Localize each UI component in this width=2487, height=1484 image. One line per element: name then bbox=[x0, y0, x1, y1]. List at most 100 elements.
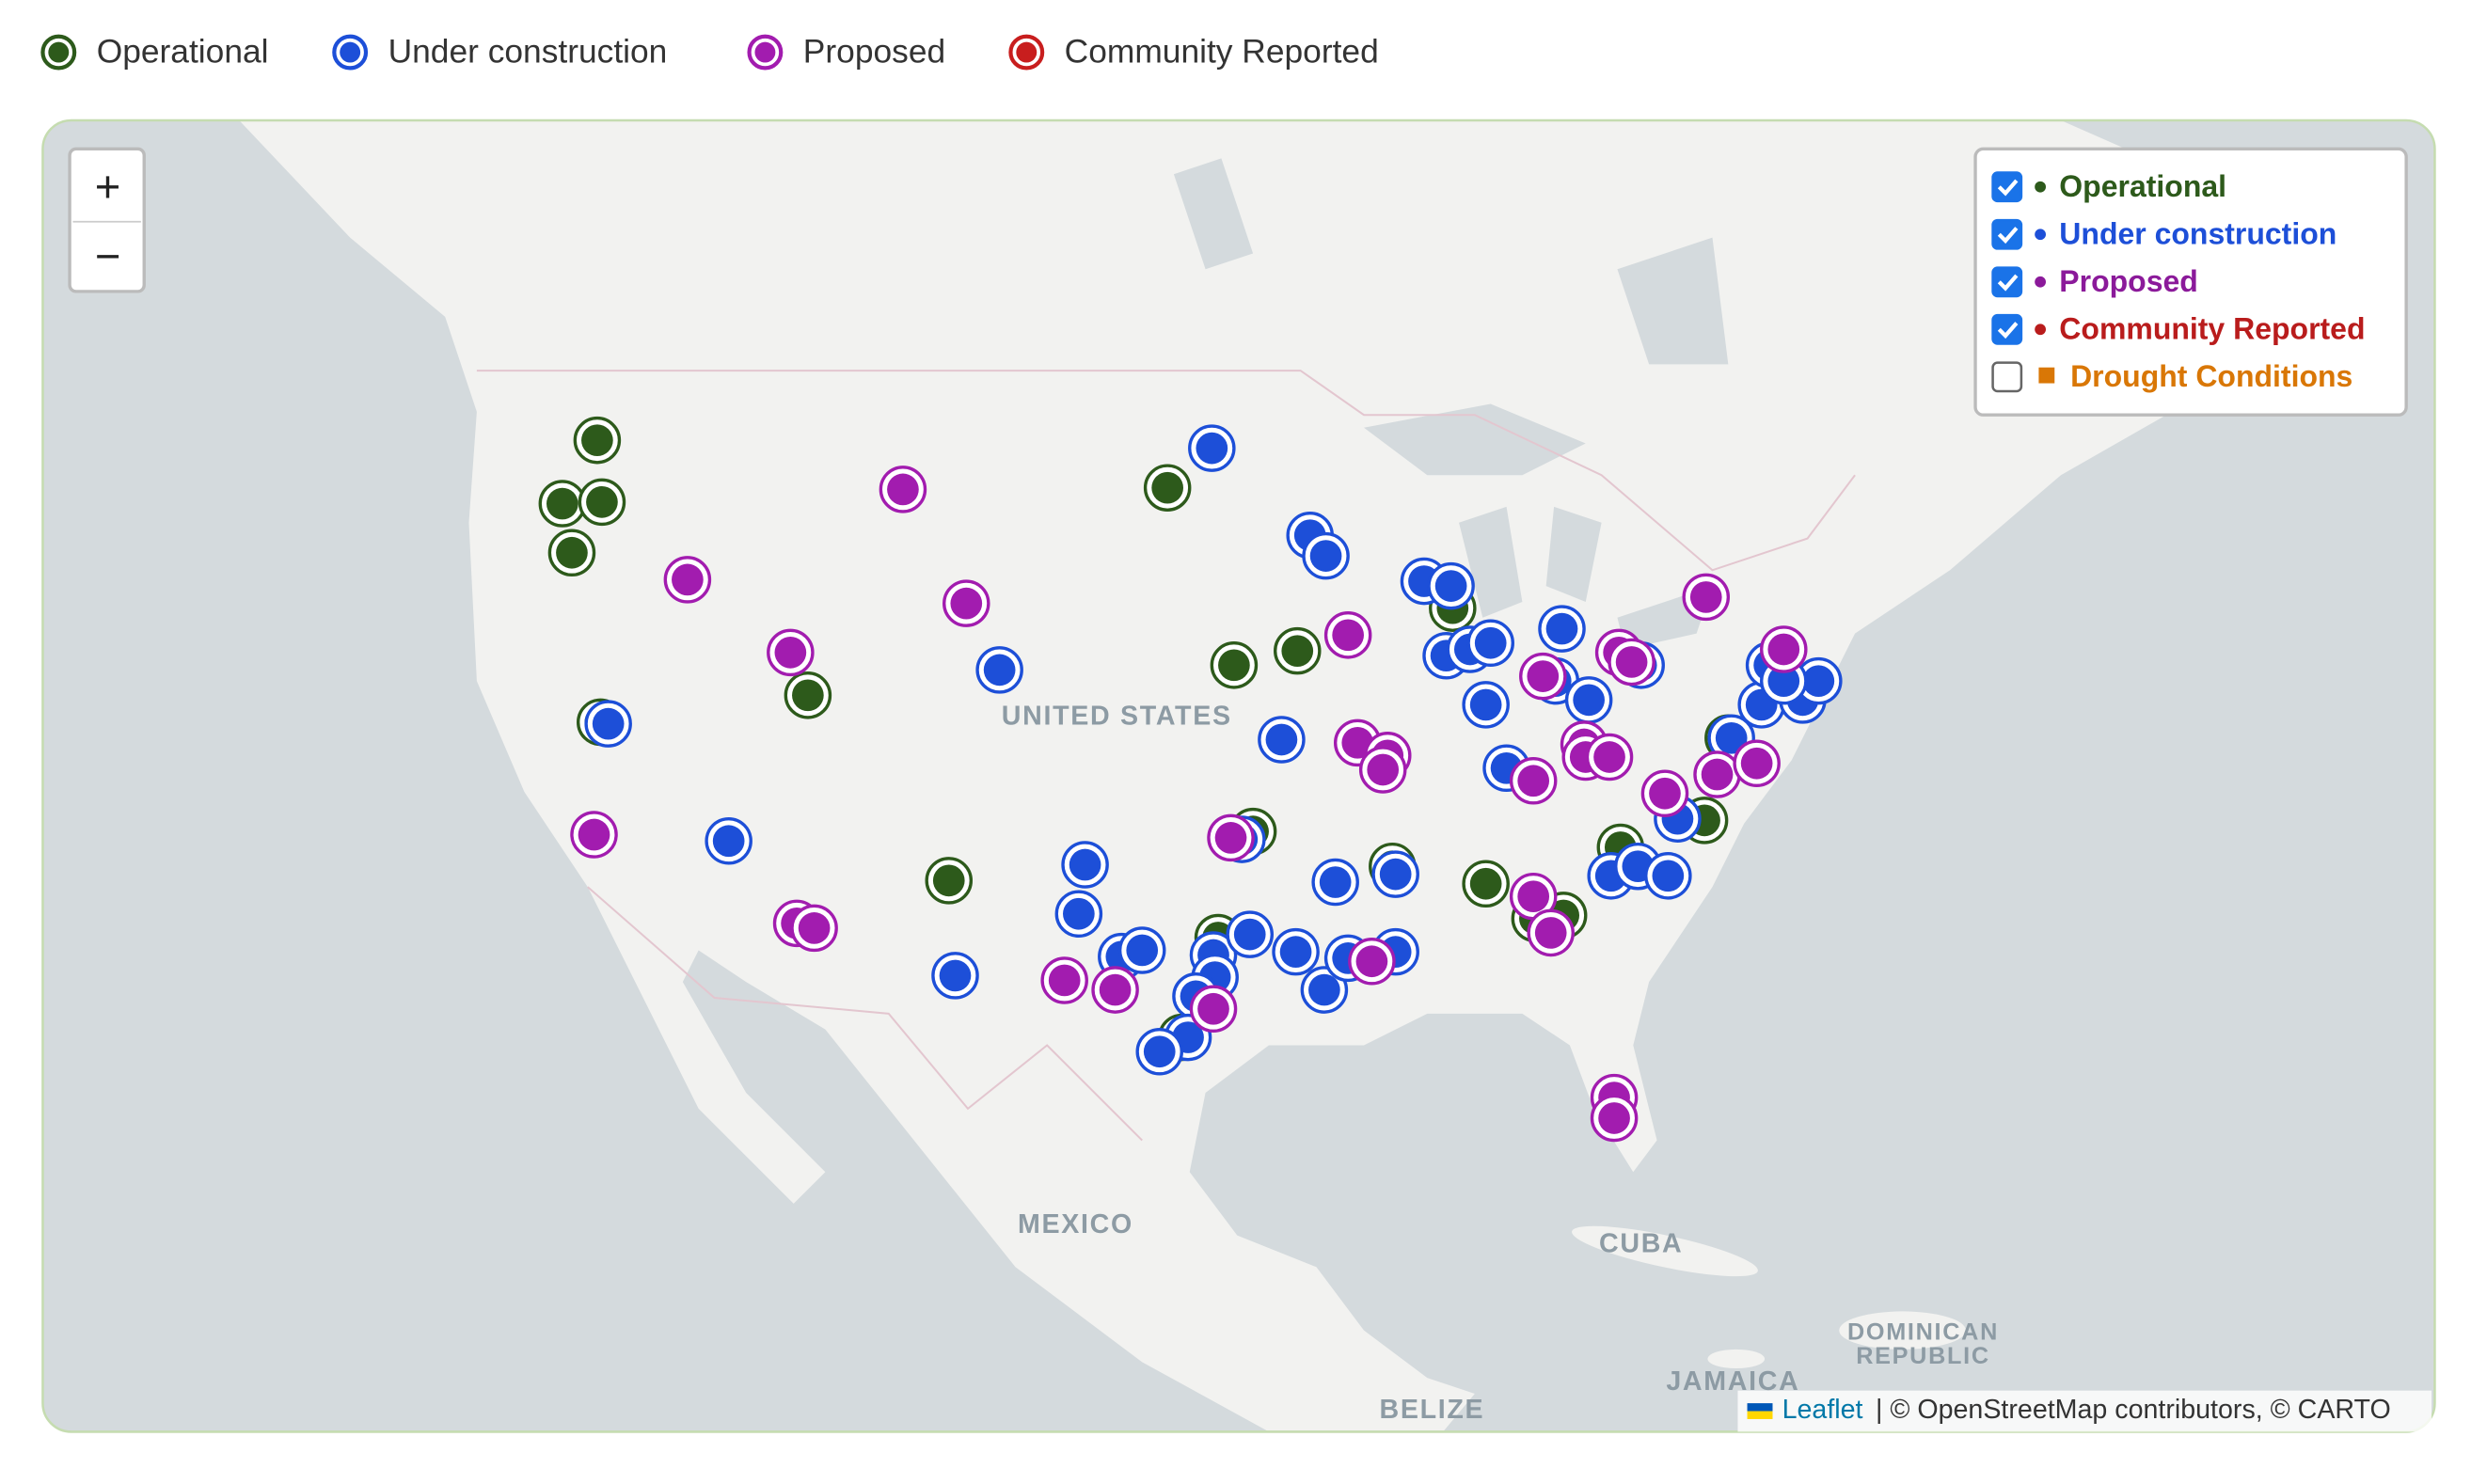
checkmark bbox=[1997, 322, 2019, 339]
layer-checkbox[interactable] bbox=[1991, 361, 2023, 393]
leaflet-link[interactable]: Leaflet bbox=[1782, 1395, 1863, 1425]
marker-dot bbox=[1197, 992, 1229, 1025]
site-marker[interactable] bbox=[1226, 910, 1274, 958]
layer-label[interactable]: Proposed bbox=[2059, 264, 2198, 298]
marker-dot bbox=[1573, 684, 1605, 717]
marker-dot bbox=[1063, 897, 1095, 930]
site-marker[interactable] bbox=[1091, 966, 1139, 1014]
layer-checkbox[interactable] bbox=[1991, 218, 2023, 250]
site-marker[interactable] bbox=[1462, 681, 1510, 729]
site-marker[interactable] bbox=[1040, 956, 1088, 1004]
site-marker[interactable] bbox=[663, 556, 712, 604]
site-marker[interactable] bbox=[1538, 605, 1586, 653]
site-marker[interactable] bbox=[570, 811, 618, 859]
site-marker[interactable] bbox=[1117, 926, 1166, 974]
site-marker[interactable] bbox=[1509, 872, 1558, 921]
marker-dot bbox=[1218, 649, 1250, 682]
legend-marker-dot bbox=[340, 41, 361, 63]
legend-label[interactable]: Proposed bbox=[803, 34, 945, 71]
site-marker[interactable] bbox=[1302, 531, 1350, 580]
site-marker[interactable] bbox=[1519, 652, 1567, 701]
checkmark bbox=[1997, 179, 2019, 197]
site-marker[interactable] bbox=[1189, 985, 1238, 1034]
site-marker[interactable] bbox=[1509, 756, 1558, 805]
layer-checkbox[interactable] bbox=[1991, 171, 2023, 203]
site-marker[interactable] bbox=[1188, 424, 1236, 472]
marker-dot bbox=[1715, 721, 1748, 754]
site-marker[interactable] bbox=[1272, 927, 1320, 976]
site-marker[interactable] bbox=[547, 529, 596, 577]
site-marker[interactable] bbox=[1608, 638, 1655, 687]
site-marker[interactable] bbox=[1210, 641, 1259, 689]
site-marker[interactable] bbox=[1143, 464, 1192, 512]
site-marker[interactable] bbox=[578, 478, 626, 527]
site-marker[interactable] bbox=[573, 416, 622, 465]
marker-dot bbox=[1308, 973, 1340, 1006]
site-marker[interactable] bbox=[1462, 860, 1510, 908]
site-marker[interactable] bbox=[1273, 626, 1322, 675]
site-marker[interactable] bbox=[975, 646, 1023, 694]
site-marker[interactable] bbox=[1323, 611, 1372, 659]
site-marker[interactable] bbox=[1258, 716, 1306, 764]
marker-dot bbox=[672, 563, 704, 596]
marker-dot bbox=[774, 637, 807, 669]
zoom-out[interactable]: − bbox=[95, 231, 121, 281]
layer-checkbox[interactable] bbox=[1991, 313, 2023, 345]
site-marker[interactable] bbox=[1135, 1027, 1184, 1076]
site-marker[interactable] bbox=[1061, 841, 1109, 889]
site-marker[interactable] bbox=[1564, 676, 1613, 724]
site-marker[interactable] bbox=[1207, 813, 1255, 862]
site-marker[interactable] bbox=[1348, 937, 1396, 986]
site-marker[interactable] bbox=[784, 671, 832, 719]
marker-dot bbox=[1281, 635, 1314, 668]
place-label: DOMINICAN bbox=[1847, 1319, 1999, 1346]
site-marker[interactable] bbox=[1371, 850, 1419, 898]
site-marker[interactable] bbox=[767, 628, 815, 677]
marker-dot bbox=[1701, 758, 1734, 791]
site-marker[interactable] bbox=[1585, 733, 1634, 781]
legend-label[interactable]: Under construction bbox=[388, 34, 668, 71]
site-marker[interactable] bbox=[705, 816, 752, 865]
site-marker[interactable] bbox=[790, 904, 838, 953]
layer-checkbox[interactable] bbox=[1991, 266, 2023, 298]
site-marker[interactable] bbox=[1466, 619, 1514, 668]
layer-dot bbox=[2035, 181, 2046, 193]
layer-label[interactable]: Under construction bbox=[2059, 216, 2337, 250]
site-marker[interactable] bbox=[1640, 769, 1689, 817]
site-marker[interactable] bbox=[1682, 573, 1731, 622]
layer-label[interactable]: Community Reported bbox=[2059, 311, 2365, 345]
site-marker[interactable] bbox=[1760, 625, 1808, 673]
site-marker[interactable] bbox=[1527, 908, 1575, 957]
border bbox=[476, 370, 1856, 572]
site-marker[interactable] bbox=[1300, 966, 1349, 1014]
legend-label[interactable]: Community Reported bbox=[1065, 34, 1379, 71]
site-marker[interactable] bbox=[1358, 746, 1407, 794]
site-marker[interactable] bbox=[1795, 656, 1843, 705]
site-marker[interactable] bbox=[1054, 890, 1103, 938]
site-marker[interactable] bbox=[925, 857, 974, 905]
site-marker[interactable] bbox=[1693, 750, 1741, 798]
site-marker[interactable] bbox=[943, 579, 990, 627]
border bbox=[587, 886, 1143, 1142]
site-marker[interactable] bbox=[1644, 852, 1692, 900]
site-marker[interactable] bbox=[931, 952, 979, 1000]
legend-label[interactable]: Operational bbox=[97, 34, 269, 71]
marker-dot bbox=[1767, 665, 1800, 698]
site-marker[interactable] bbox=[538, 480, 587, 528]
marker-dot bbox=[798, 912, 831, 944]
marker-dot bbox=[1265, 723, 1298, 756]
layer-dot bbox=[2035, 229, 2046, 241]
site-marker[interactable] bbox=[879, 466, 927, 513]
zoom-in[interactable]: + bbox=[95, 162, 121, 212]
layer-label[interactable]: Operational bbox=[2059, 169, 2226, 203]
site-marker[interactable] bbox=[1427, 561, 1475, 610]
site-marker[interactable] bbox=[1590, 1094, 1639, 1143]
attribution-box bbox=[1737, 1390, 2432, 1432]
marker-dot bbox=[1534, 917, 1567, 949]
site-marker[interactable] bbox=[584, 700, 632, 748]
site-marker[interactable] bbox=[1311, 858, 1359, 907]
layer-label[interactable]: Drought Conditions bbox=[2070, 359, 2352, 393]
site-marker[interactable] bbox=[1733, 739, 1781, 787]
